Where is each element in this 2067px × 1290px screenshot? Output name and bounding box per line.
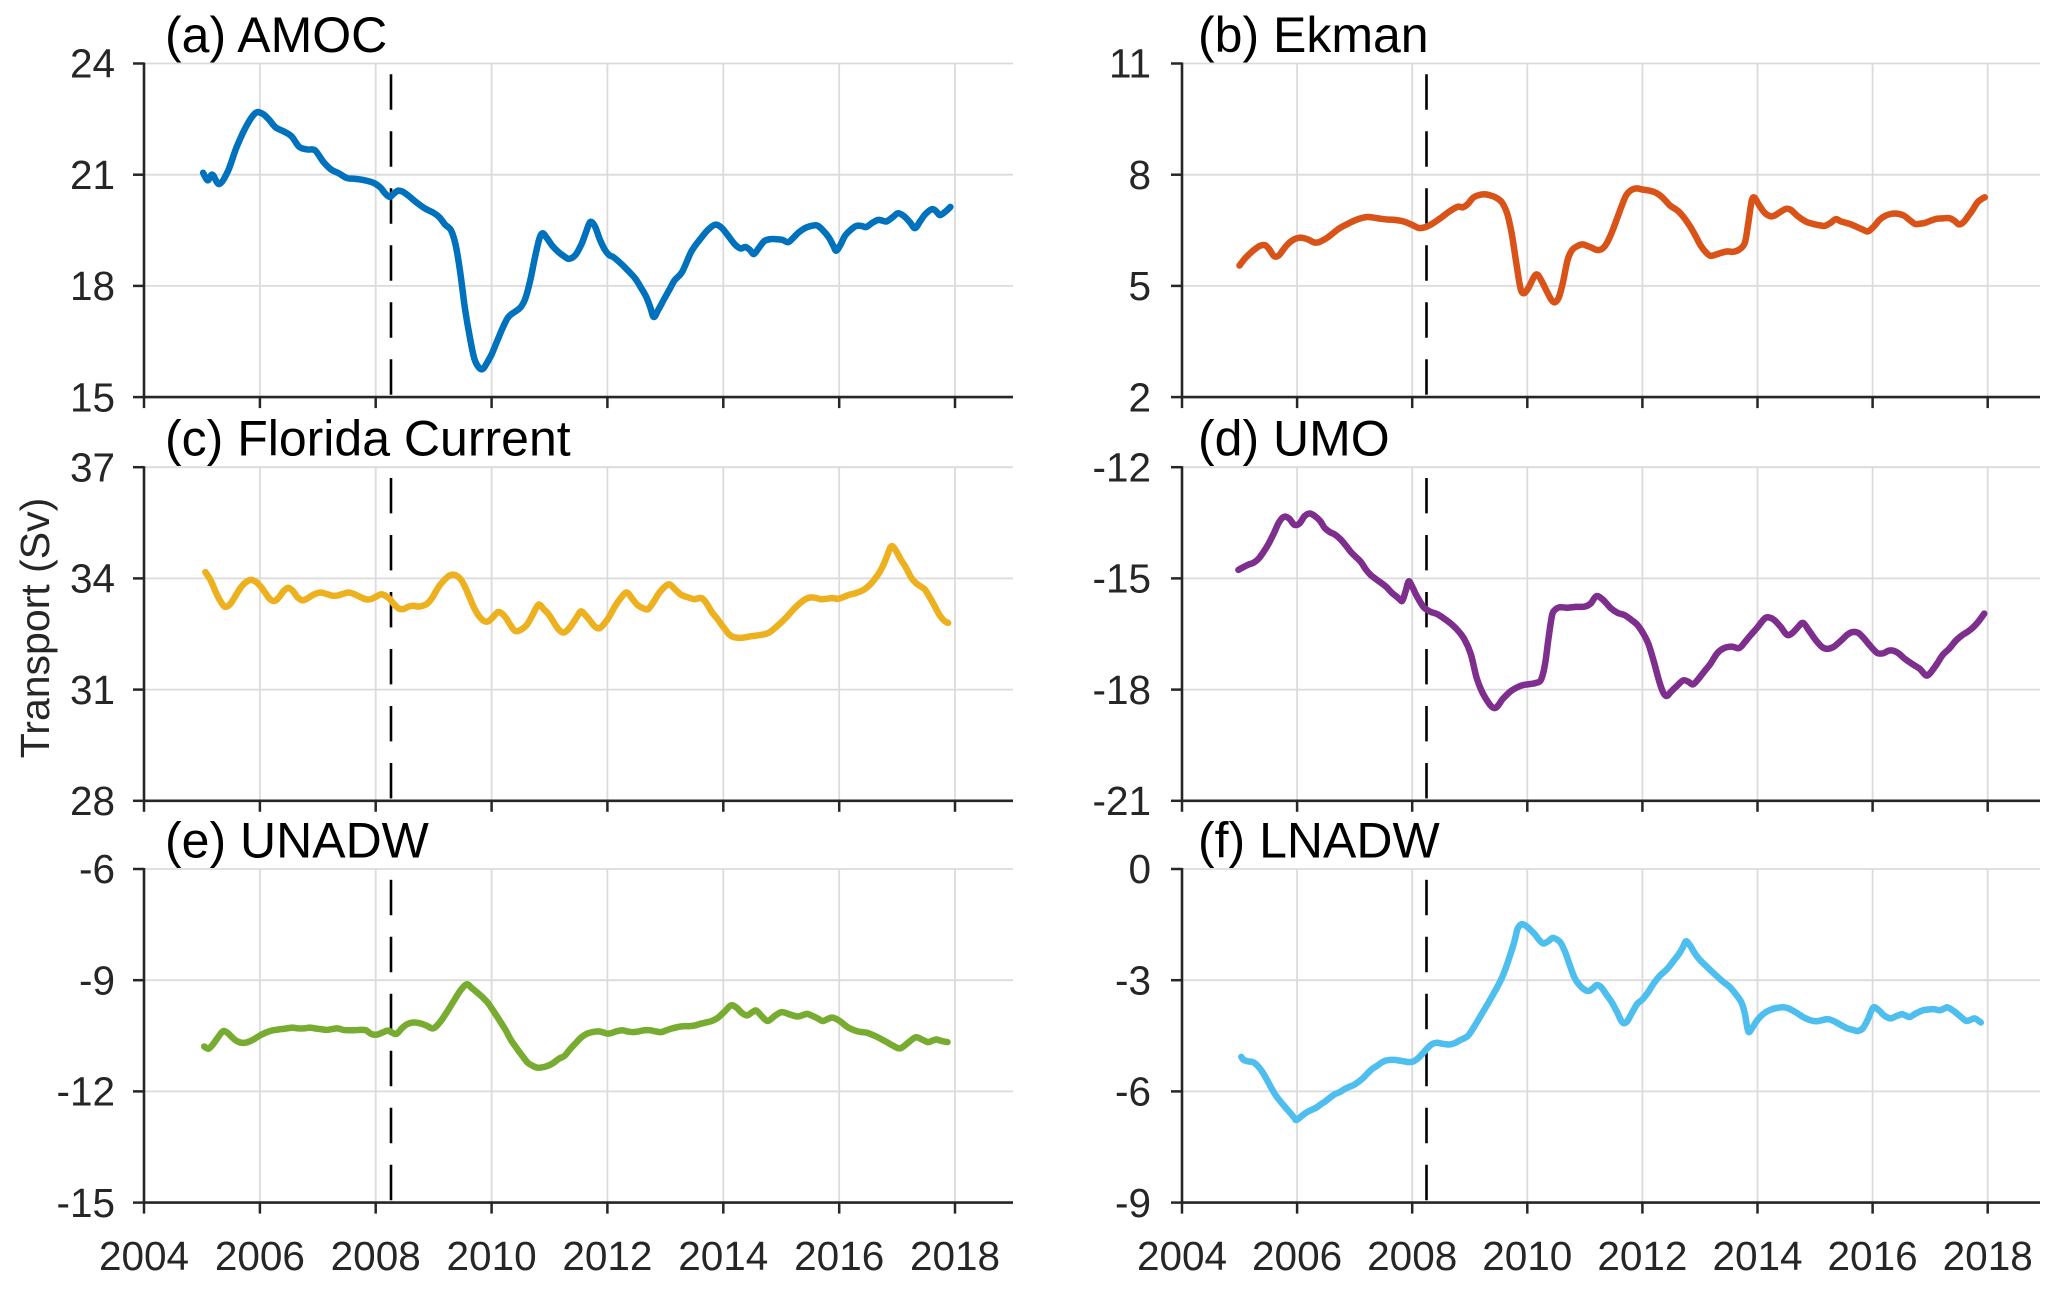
svg-text:(f) LNADW: (f) LNADW [1198, 813, 1440, 869]
svg-text:2010: 2010 [1482, 1233, 1572, 1279]
svg-text:-15: -15 [1092, 556, 1151, 602]
svg-text:2006: 2006 [1252, 1233, 1342, 1279]
svg-text:37: 37 [70, 444, 115, 490]
svg-text:-21: -21 [1092, 778, 1151, 824]
svg-text:2016: 2016 [794, 1233, 884, 1279]
svg-text:0: 0 [1128, 846, 1151, 892]
svg-text:(b) Ekman: (b) Ekman [1198, 7, 1429, 63]
svg-text:2: 2 [1128, 374, 1151, 420]
svg-text:Transport (Sv): Transport (Sv) [12, 498, 58, 758]
svg-text:-9: -9 [1115, 1180, 1151, 1226]
svg-text:24: 24 [70, 41, 115, 87]
svg-text:2012: 2012 [562, 1233, 652, 1279]
svg-text:2008: 2008 [331, 1233, 421, 1279]
svg-text:(c) Florida Current: (c) Florida Current [165, 411, 571, 467]
svg-text:31: 31 [70, 667, 115, 713]
svg-text:-15: -15 [56, 1180, 115, 1226]
svg-text:(d) UMO: (d) UMO [1198, 411, 1390, 467]
svg-text:2006: 2006 [215, 1233, 305, 1279]
svg-text:-12: -12 [56, 1069, 115, 1115]
svg-text:2014: 2014 [1712, 1233, 1802, 1279]
svg-text:(e) UNADW: (e) UNADW [165, 813, 430, 869]
svg-text:2008: 2008 [1367, 1233, 1457, 1279]
svg-text:(a) AMOC: (a) AMOC [165, 7, 387, 63]
svg-text:2004: 2004 [99, 1233, 189, 1279]
svg-text:2014: 2014 [678, 1233, 768, 1279]
svg-text:-3: -3 [1115, 957, 1151, 1003]
svg-text:-6: -6 [1115, 1069, 1151, 1115]
svg-text:15: 15 [70, 374, 115, 420]
svg-text:-6: -6 [79, 846, 115, 892]
svg-text:11: 11 [1109, 41, 1151, 87]
svg-text:18: 18 [70, 263, 115, 309]
svg-text:-9: -9 [79, 957, 115, 1003]
svg-text:2012: 2012 [1597, 1233, 1687, 1279]
svg-text:2018: 2018 [910, 1233, 1000, 1279]
svg-text:2018: 2018 [1943, 1233, 2033, 1279]
svg-text:-18: -18 [1092, 667, 1151, 713]
svg-text:34: 34 [70, 556, 115, 602]
svg-text:2004: 2004 [1137, 1233, 1227, 1279]
svg-text:-12: -12 [1092, 444, 1151, 490]
svg-text:21: 21 [70, 152, 115, 198]
svg-text:2016: 2016 [1828, 1233, 1918, 1279]
svg-text:8: 8 [1128, 152, 1151, 198]
svg-text:5: 5 [1128, 263, 1151, 309]
svg-text:28: 28 [70, 778, 115, 824]
svg-text:2010: 2010 [447, 1233, 537, 1279]
